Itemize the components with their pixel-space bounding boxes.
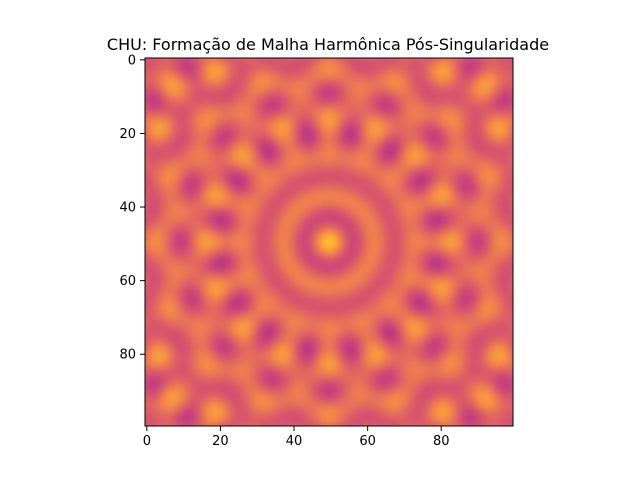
x-tick-label: 0 <box>143 434 151 449</box>
x-tick-label: 80 <box>433 434 450 449</box>
x-tick-label: 20 <box>212 434 229 449</box>
y-tick-label: 60 <box>119 274 136 289</box>
plot-frame <box>144 57 514 427</box>
y-tick-label: 40 <box>119 201 136 216</box>
y-tick-label: 20 <box>119 127 136 142</box>
y-tick-label: 80 <box>119 348 136 363</box>
x-tick-label: 40 <box>286 434 303 449</box>
x-tick-label: 60 <box>359 434 376 449</box>
y-tick-label: 0 <box>128 53 136 68</box>
axis-ticks: 0 20 40 60 80 0 20 40 60 80 <box>119 53 449 449</box>
heatmap-image <box>145 58 513 426</box>
chart-title: CHU: Formação de Malha Harmônica Pós-Sin… <box>107 35 549 54</box>
